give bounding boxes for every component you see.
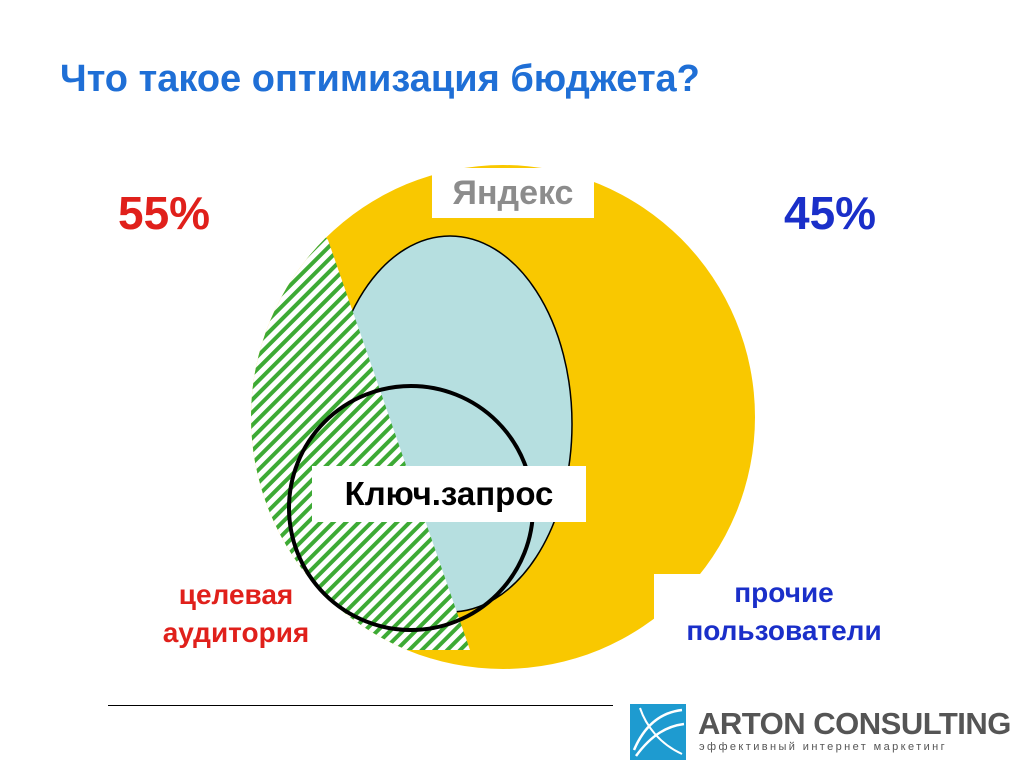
other-users-percent: 45%: [784, 187, 877, 239]
arton-logo-icon: [630, 704, 686, 760]
target-audience-percent: 55%: [118, 187, 211, 239]
slide-title: Что такое оптимизация бюджета?: [60, 58, 700, 100]
yandex-label: Яндекс: [432, 168, 594, 218]
footer-divider: [108, 705, 613, 706]
company-tagline: эффективный интернет маркетинг: [699, 741, 948, 753]
keyword-query-label: Ключ.запрос: [312, 466, 586, 522]
target-audience-label: целевая аудитория: [136, 576, 336, 652]
company-name: ARTON CONSULTING: [698, 706, 1011, 741]
target-audience-label-text: целевая аудитория: [162, 579, 310, 648]
other-users-label-text: прочие пользователи: [686, 577, 882, 646]
other-users-label: прочие пользователи: [654, 574, 914, 650]
